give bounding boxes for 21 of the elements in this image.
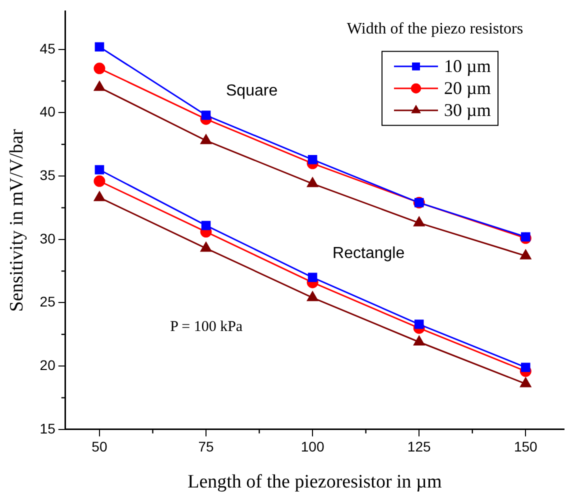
y-axis-title: Sensitivity in mV/V/bar [6,128,28,312]
x-tick-label: 125 [407,438,431,455]
x-tick-label: 50 [92,438,108,455]
y-tick-label: 30 [40,230,56,246]
y-tick-label: 15 [40,420,56,436]
x-tick-label: 75 [198,438,214,455]
x-tick-label: 100 [300,438,324,455]
annotation: Rectangle [332,244,405,262]
legend-label: 20 µm [444,78,491,98]
x-tick-label: 150 [514,438,538,455]
y-tick-label: 35 [40,166,56,183]
y-tick-label: 45 [40,40,56,56]
legend-label: 30 µm [444,100,491,120]
y-tick-label: 25 [40,294,56,310]
annotation: P = 100 kPa [170,318,243,335]
y-tick-label: 40 [40,104,56,120]
legend-title: Width of the piezo resistors [346,20,524,38]
y-tick-label: 20 [40,356,56,373]
legend-label: 10 µm [444,56,491,76]
annotation: Square [226,82,278,100]
x-axis-title: Length of the piezoresistor in µm [188,472,442,493]
